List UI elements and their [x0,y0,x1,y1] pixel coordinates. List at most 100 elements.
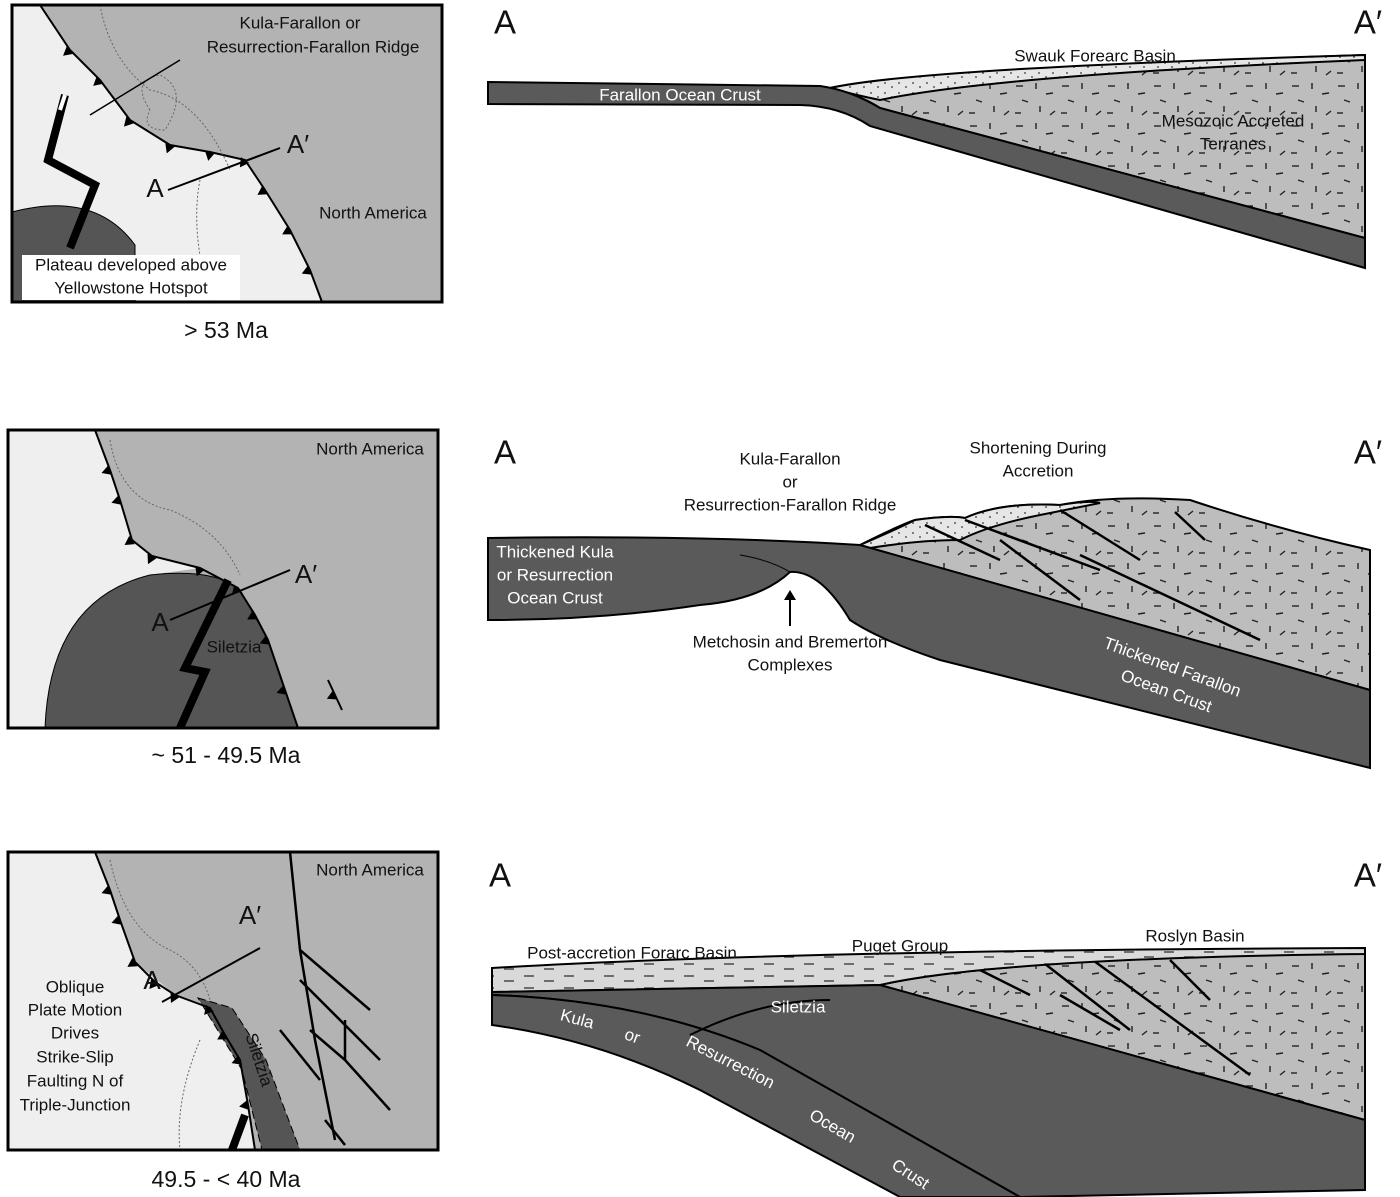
shape [324,1119,346,1146]
section-label: Kula-Farallon [739,449,840,468]
section-label: Accretion [1003,461,1074,480]
section-3: A A′ Post-accretion Forarc Basin Puget G… [489,857,1382,1197]
age-label: 49.5 - < 40 Ma [152,1166,301,1192]
shape [999,539,1081,601]
section-label: Mesozoic Accreted [1162,111,1305,130]
section-label: Complexes [747,655,832,674]
map-1: Kula-Farallon or Resurrection-Farallon R… [10,3,444,343]
shape [299,949,371,1011]
section-label: A′ [1354,434,1382,471]
map-label: North America [316,860,424,879]
shape [176,578,232,730]
map-label: Strike-Slip [36,1047,113,1066]
shape [58,94,67,111]
shape [344,1059,391,1111]
shape [1089,956,1251,1077]
shape [94,429,299,729]
shape [326,679,343,711]
section-label: A [489,857,511,894]
shape [89,59,181,116]
shape [964,518,1101,572]
shape [22,255,240,300]
shape [1039,959,1131,1031]
shape [109,439,241,576]
section-label: Terranes [1200,134,1266,153]
map-label: A′ [295,559,317,589]
shape [279,851,391,1146]
map-label: North America [319,203,427,222]
map-label: A [143,965,161,995]
map-2: North America A′ A Siletzia ~ 51 - 49.5 … [6,428,440,768]
shape [784,590,796,600]
section-label: A [494,4,516,41]
map-label: A [151,607,169,637]
section-label: A′ [1354,4,1382,41]
section-2: A A′ Kula-Farallon or Resurrection-Faral… [487,434,1382,770]
map-label: Resurrection-Farallon Ridge [207,37,420,56]
shape [6,850,440,1152]
shape [228,1113,249,1152]
shape [99,4,231,171]
shape [1169,959,1211,1001]
map-label: Yellowstone Hotspot [54,278,208,297]
section-label: Ocean Crust [507,588,603,607]
section-label: Puget Group [852,936,948,955]
map-label: Plate Motion [28,1000,123,1019]
shape [924,523,1001,562]
shape [161,947,261,1003]
section-label: or [782,472,797,491]
shape [1059,993,1121,1032]
shape [167,147,281,191]
shape [487,536,1371,770]
shape [1059,508,1141,562]
map-label: Oblique [46,977,105,996]
shape [491,993,1023,1197]
section-label: A [494,434,516,471]
shape [39,4,323,303]
section-label: A′ [1354,857,1382,894]
map-label: A [146,173,164,203]
shape [689,999,831,1036]
map-label: North America [316,439,424,458]
section-label: Farallon Ocean Crust [599,85,761,104]
map-label: Faulting N of [27,1071,124,1090]
map-label: Triple-Junction [20,1095,131,1114]
section-label: Swauk Forearc Basin [1014,46,1176,65]
map-label: Siletzia [207,637,262,656]
shape [178,1039,201,1151]
shape [109,859,211,1001]
shape [309,1029,346,1061]
section-label: Post-accretion Forarc Basin [527,943,737,962]
shape [1174,511,1206,541]
shape [169,569,291,621]
shape [279,1029,321,1081]
section-label: Resurrection-Farallon Ridge [684,495,897,514]
shape [1079,553,1261,642]
section-label: Shortening During [969,438,1106,457]
section-label: Siletzia [771,997,826,1016]
section-label: or [622,1025,643,1048]
map-label: A′ [239,900,261,930]
shape [43,93,101,250]
shape [829,53,1366,102]
shape [487,80,1366,270]
shape [299,979,381,1061]
section-label: or Resurrection [497,565,613,584]
shape [10,3,444,304]
map-label: A′ [287,129,309,159]
shape [739,554,791,573]
map-label: Kula-Farallon or [240,13,361,32]
section-label: Roslyn Basin [1145,926,1244,945]
section-1: A A′ Swauk Forearc Basin Farallon Ocean … [487,4,1382,270]
age-label: > 53 Ma [184,317,268,343]
shape [969,956,1251,1077]
map-label: Plateau developed above [35,255,227,274]
age-label: ~ 51 - 49.5 Ma [152,742,301,768]
map-label: Drives [51,1023,99,1042]
shape [924,508,1261,642]
shape [141,74,177,131]
shape [6,428,440,730]
section-label: Metchosin and Bremerton [693,632,888,651]
section-label: Thickened Kula [496,542,614,561]
